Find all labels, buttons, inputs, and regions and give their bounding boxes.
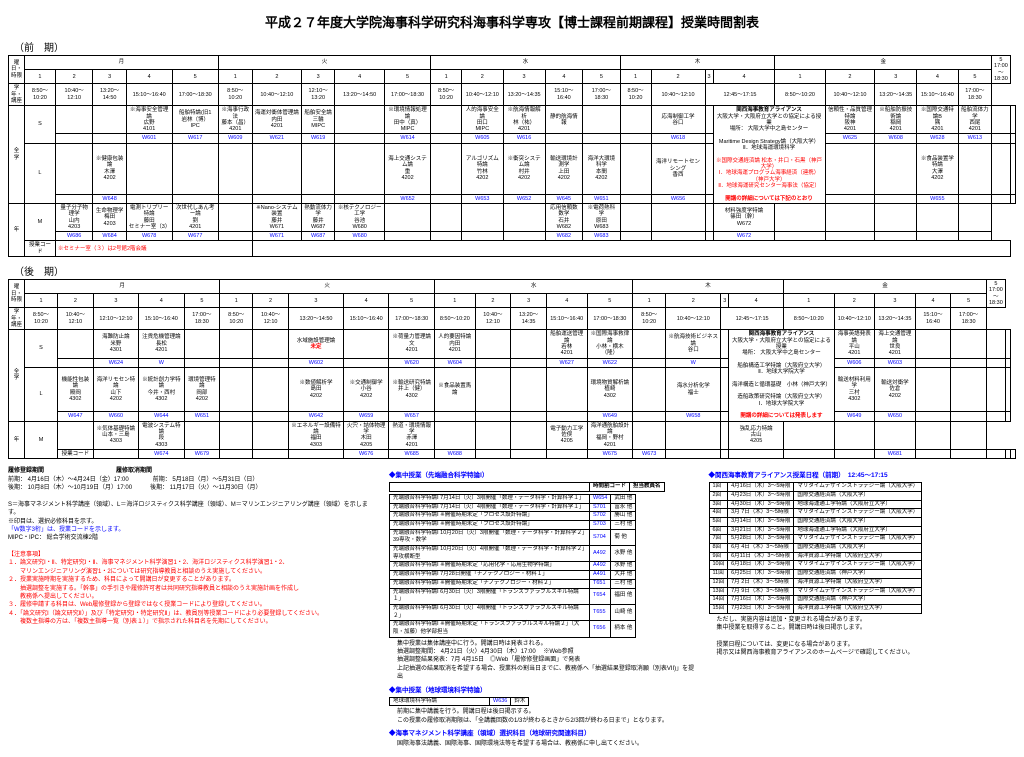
intensive-rows: 先端融合科学特論Ⅰ 7月14日（火）3限開催「数理・データ科学・計算科学１」W6… — [389, 494, 636, 638]
timetable-term1: 曜日・時限 月 火 水 木 金 517:00～18:30 12345 12345… — [8, 55, 1016, 257]
term1-label: （前 期） — [14, 39, 1016, 54]
term2-label: （後 期） — [14, 263, 1016, 278]
page-title: 平成２７年度大学院海事科学研究科海事科学専攻【博士課程前期課程】授業時間割表 — [8, 12, 1016, 31]
intensive-table: 時間割コード担当教員名 — [389, 482, 665, 492]
geo-table: 地球環境科学特論W636鈴木 — [389, 697, 529, 707]
kansai-table: 1回4月16日（木）3～5時限マリタイムデザインストラテジー論（大阪大学）2回4… — [709, 482, 923, 613]
timetable-term2: 曜日・時限 月 火 水 木 金 517:00～18:30 12345 12345… — [8, 279, 1016, 459]
notes-area: 履修登録期間 履修取消期間 前期： 4月16日（木）～4月24日（金）17:00… — [8, 467, 1016, 748]
